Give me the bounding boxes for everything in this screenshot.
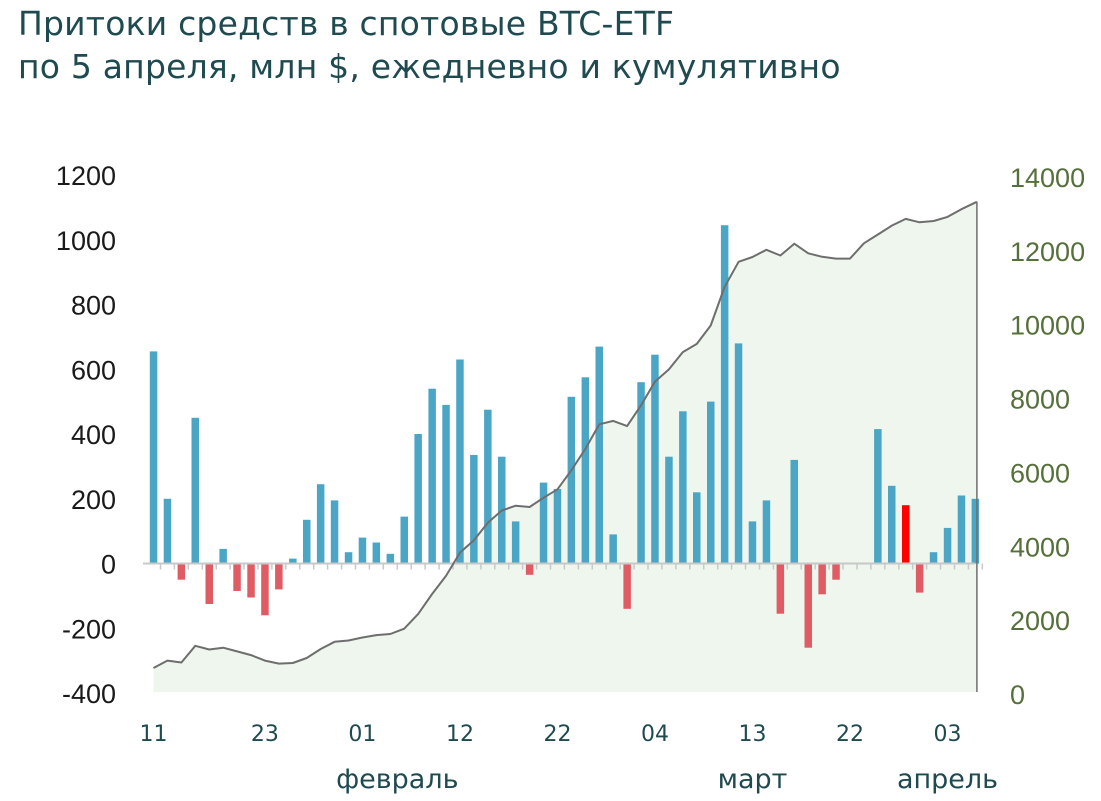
outflow-bar [205,563,213,604]
inflow-bar [734,343,743,564]
x-tick-label: 03 [934,722,962,747]
inflow-bar [511,521,520,564]
y-left-tick-label: 0 [101,550,116,580]
cumulative-line-layer [153,200,978,669]
outflow-bar [818,563,826,595]
x-tick-label: 04 [641,722,669,747]
outflow-bar [525,563,534,575]
inflow-bar [358,537,367,564]
inflow-bar [567,396,576,564]
inflow-bar [957,495,966,564]
inflow-bar [971,498,980,564]
inflow-bar [344,552,353,564]
chart-title: Притоки средств в спотовые BTC-ETF по 5 … [18,2,841,88]
inflow-bar [790,459,798,564]
inflow-bar [707,401,715,564]
y-right-tick-label: 12000 [1010,237,1085,267]
inflow-bar [386,553,395,564]
inflow-bar [679,411,687,564]
outflow-bar [623,563,631,609]
inflow-bar [191,417,199,564]
y-right-tick-label: 6000 [1010,458,1070,488]
axes-layer [143,201,984,692]
inflow-bar [303,519,311,564]
inflow-bar [400,516,408,564]
y-left-tick-label: 400 [71,420,116,450]
inflow-bar [651,354,659,564]
cumulative-line [153,200,978,669]
y-left-tick-label: 1000 [56,226,116,256]
inflow-bar [943,527,952,564]
x-tick-label: 22 [544,722,572,747]
x-tick-label: 12 [446,722,474,747]
inflow-bar [637,382,645,564]
outflow-bar [832,563,840,580]
x-tick-label: 23 [251,722,279,747]
y-left-tick-label: 600 [71,355,116,385]
month-label: апрель [897,764,998,795]
inflow-bar [553,489,562,564]
y-left-tick-label: 800 [71,291,116,321]
y-right-tick-label: 10000 [1010,311,1085,341]
inflow-bar [609,534,617,564]
chart-title-line-2: по 5 апреля, млн $, ежедневно и кумуляти… [18,47,841,86]
outflow-bar [261,563,269,616]
inflow-bar [316,484,325,564]
inflow-bar [748,521,757,564]
inflow-bar [929,552,938,564]
y-left-tick-label: -200 [62,614,116,644]
outflow-bar [804,563,812,648]
inflow-bar [581,377,590,564]
inflow-bar [484,409,492,564]
inflow-bar [888,485,896,564]
inflow-bar [289,558,297,564]
outflow-bar [247,563,255,598]
tick-labels-layer: 120010008006004002000-200-40014000120001… [56,161,1085,795]
outflow-bar [915,563,924,593]
y-right-tick-label: 4000 [1010,532,1070,562]
x-tick-label: 01 [348,722,376,747]
inflow-bar [149,351,158,564]
y-right-tick-label: 0 [1010,680,1025,710]
x-tick-label: 11 [140,722,168,747]
inflow-bar [693,492,701,564]
inflow-bar [456,359,464,564]
y-left-tick-label: 200 [71,485,116,515]
inflow-bar [595,346,603,564]
outflow-bar [776,563,785,614]
daily-bars-layer [149,225,980,648]
inflow-bar [163,498,172,564]
inflow-bar [330,500,339,564]
x-tick-label: 13 [739,722,767,747]
cumulative-area [153,201,977,693]
y-left-tick-label: -400 [62,679,116,709]
inflow-bar [902,505,910,564]
inflow-bar [470,455,478,564]
month-label: март [718,764,788,795]
inflow-bar [539,482,548,564]
inflow-bar [442,404,450,564]
y-right-tick-label: 2000 [1010,606,1070,636]
inflow-bar [665,456,673,564]
month-label: февраль [336,764,458,795]
y-right-tick-label: 14000 [1010,163,1085,193]
inflow-bar [874,429,882,564]
outflow-bar [177,563,186,580]
inflow-bar [762,500,771,564]
y-left-tick-label: 1200 [56,161,116,191]
y-right-tick-label: 8000 [1010,385,1070,415]
cumulative-area-layer [153,201,977,693]
inflow-bar [414,434,422,564]
inflow-bar [720,225,729,564]
x-tick-label: 22 [836,722,864,747]
chart-title-line-1: Притоки средств в спотовые BTC-ETF [18,4,675,43]
inflow-bar [219,548,227,564]
outflow-bar [275,563,283,590]
outflow-bar [233,563,241,591]
inflow-bar [372,542,381,564]
inflow-bar [428,388,436,564]
